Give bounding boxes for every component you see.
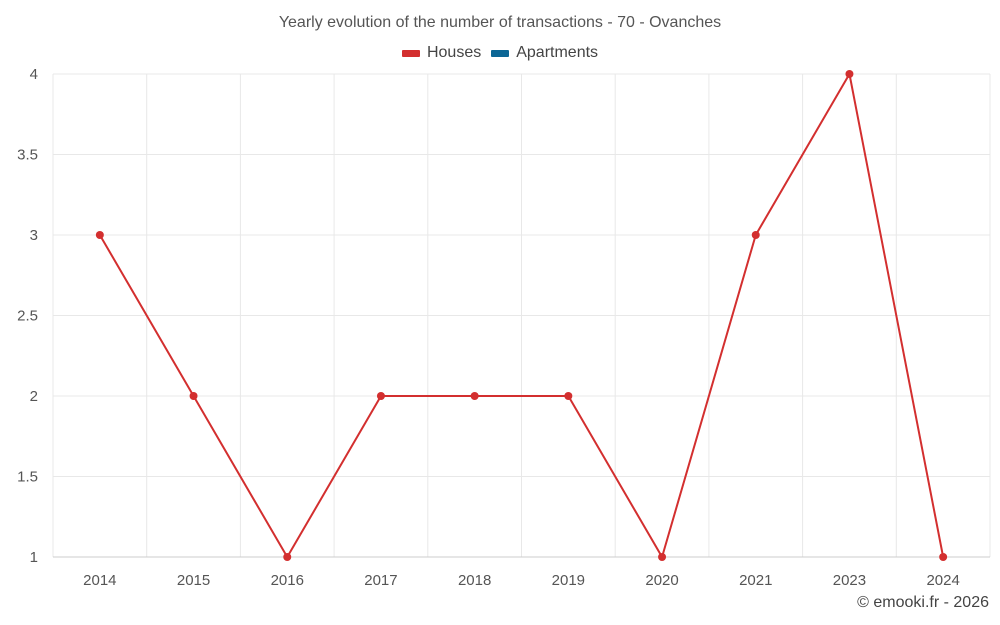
data-point-houses[interactable] [470,392,479,400]
grid-lines [52,73,991,558]
legend-swatch-houses [401,49,420,57]
x-tick-label: 2020 [645,572,678,589]
data-point-houses[interactable] [751,231,760,239]
legend-item-apartments[interactable]: Apartments [491,44,598,62]
y-axis-ticks: 1 1.5 2 2.5 3 3.5 4 [17,66,38,566]
x-tick-label: 2024 [926,572,959,589]
x-tick-label: 2023 [833,572,866,589]
data-point-houses[interactable] [95,231,104,239]
x-tick-label: 2017 [364,572,397,589]
chart-title: Yearly evolution of the number of transa… [278,14,722,31]
legend: Houses Apartments [0,44,1000,62]
legend-label-apartments: Apartments [516,44,599,61]
x-axis-ticks: 2014 2015 2016 2017 2018 2019 2020 2021 2023 2024 [83,572,960,589]
series-line-houses [98,73,945,558]
y-tick-label: 3.5 [17,147,38,164]
y-tick-label: 1.5 [17,469,38,486]
data-point-houses[interactable] [564,392,573,400]
x-tick-label: 2014 [83,572,116,589]
y-tick-label: 3 [30,227,38,244]
x-tick-label: 2021 [739,572,772,589]
copyright-credit: © emooki.fr - 2026 [857,594,989,611]
x-tick-label: 2015 [177,572,210,589]
x-tick-label: 2016 [271,572,304,589]
legend-label-houses: Houses [426,44,482,61]
data-point-houses[interactable] [939,553,948,561]
data-point-houses[interactable] [658,553,667,561]
series-layer [95,70,948,561]
data-point-houses[interactable] [376,392,385,400]
legend-item-houses[interactable]: Houses [401,44,482,62]
data-point-houses[interactable] [845,70,854,78]
data-point-houses[interactable] [283,553,292,561]
x-tick-label: 2019 [552,572,585,589]
data-point-houses[interactable] [189,392,198,400]
y-tick-label: 2 [30,388,38,405]
y-tick-label: 4 [30,66,38,83]
y-tick-label: 1 [30,549,38,566]
legend-swatch-apartments [491,49,510,57]
y-tick-label: 2.5 [17,308,38,325]
x-tick-label: 2018 [458,572,491,589]
